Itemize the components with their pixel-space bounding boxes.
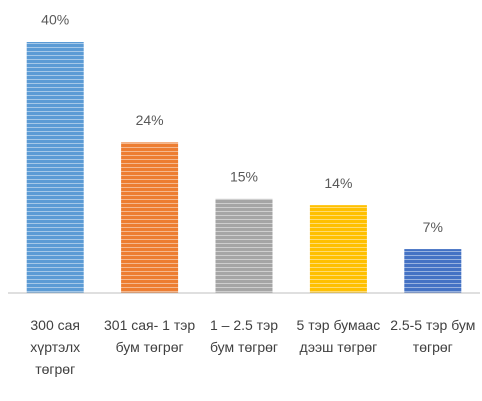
x-tick-label: 5 тэр бумаас дээш төгрөг <box>296 317 381 355</box>
x-tick-label: 1 – 2.5 тэр бум төгрөг <box>209 317 279 355</box>
value-label: 14% <box>324 175 352 191</box>
value-label: 7% <box>423 219 443 235</box>
bar <box>404 249 462 293</box>
value-label: 40% <box>41 12 69 28</box>
x-tick-label: 2.5-5 тэр бум төгрөг <box>390 317 476 355</box>
bar <box>121 142 179 293</box>
value-label: 24% <box>136 112 164 128</box>
value-label: 15% <box>230 169 258 185</box>
bar <box>309 205 367 293</box>
bar <box>215 198 273 293</box>
x-tick-label: 300 сая хүртэлх төгрөг <box>30 317 81 377</box>
x-tick-label: 301 сая- 1 тэр бум төгрөг <box>104 317 196 355</box>
bar <box>26 42 84 293</box>
